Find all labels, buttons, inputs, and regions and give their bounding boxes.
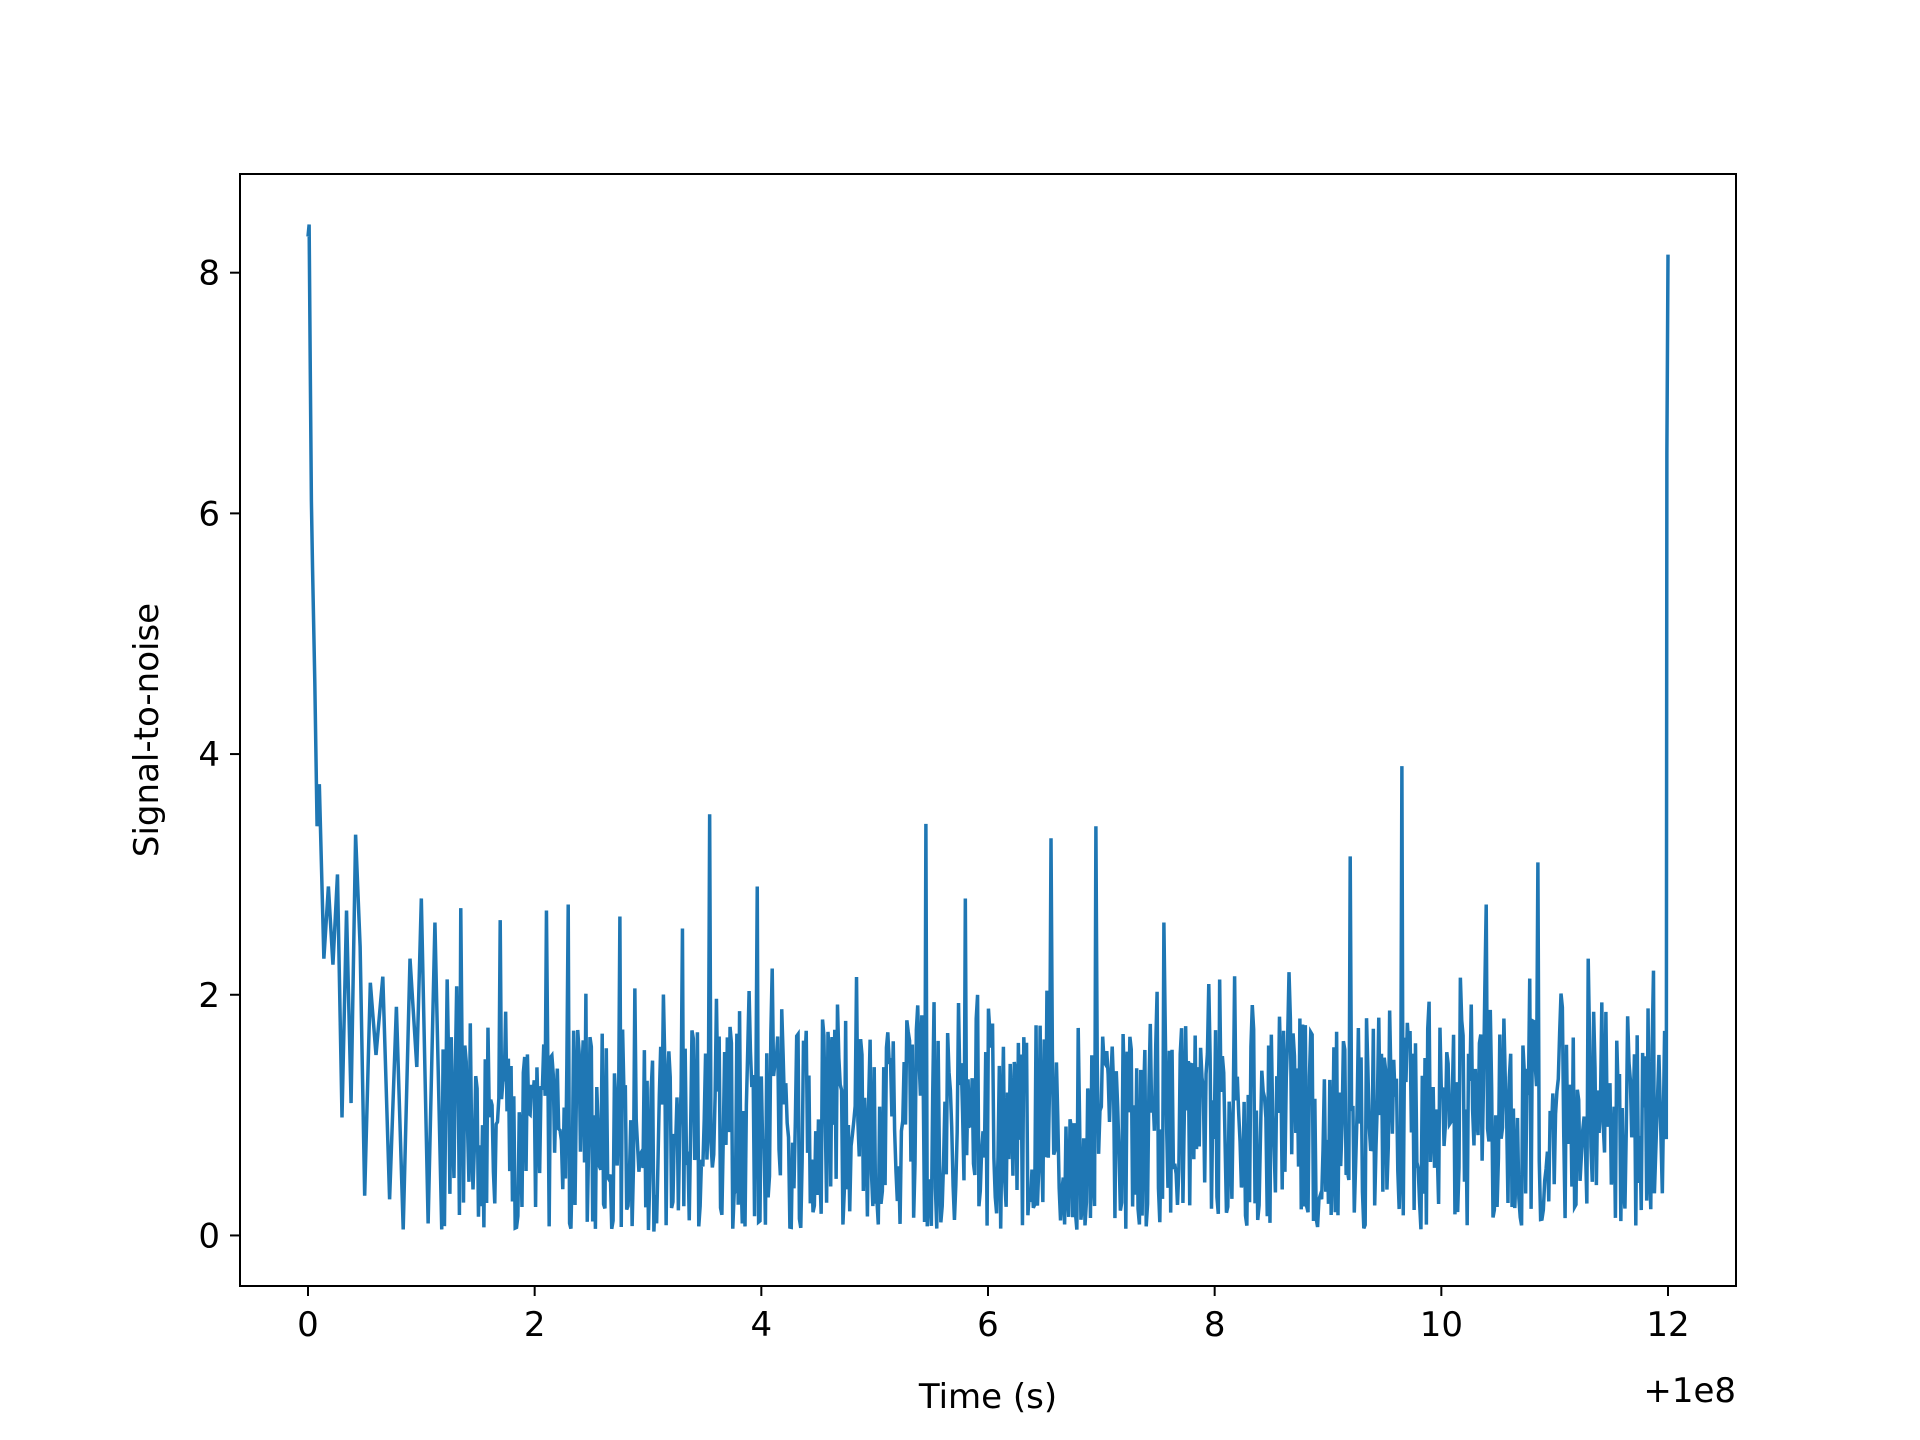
x-tick-label: 4 — [751, 1305, 773, 1345]
x-axis-label: Time (s) — [918, 1377, 1057, 1417]
x-tick-label: 2 — [524, 1305, 546, 1345]
x-axis-offset-label: +1e8 — [1643, 1371, 1736, 1411]
y-tick-label: 8 — [198, 254, 220, 294]
series-layer — [306, 224, 1670, 1232]
y-tick-label: 2 — [198, 976, 220, 1016]
y-tick-label: 0 — [198, 1216, 220, 1256]
x-tick-label: 8 — [1204, 1305, 1226, 1345]
x-tick-label: 0 — [297, 1305, 319, 1345]
x-tick-label: 10 — [1420, 1305, 1463, 1345]
x-axis-ticks: 0 2 4 6 8 10 12 — [297, 1286, 1690, 1345]
x-tick-label: 12 — [1646, 1305, 1689, 1345]
x-tick-label: 6 — [977, 1305, 999, 1345]
series-line-signal-to-noise — [306, 224, 1670, 1232]
y-axis-label: Signal-to-noise — [127, 603, 167, 857]
y-tick-label: 6 — [198, 494, 220, 534]
y-axis-ticks: 0 2 4 6 8 — [198, 254, 240, 1256]
y-tick-label: 4 — [198, 735, 220, 775]
